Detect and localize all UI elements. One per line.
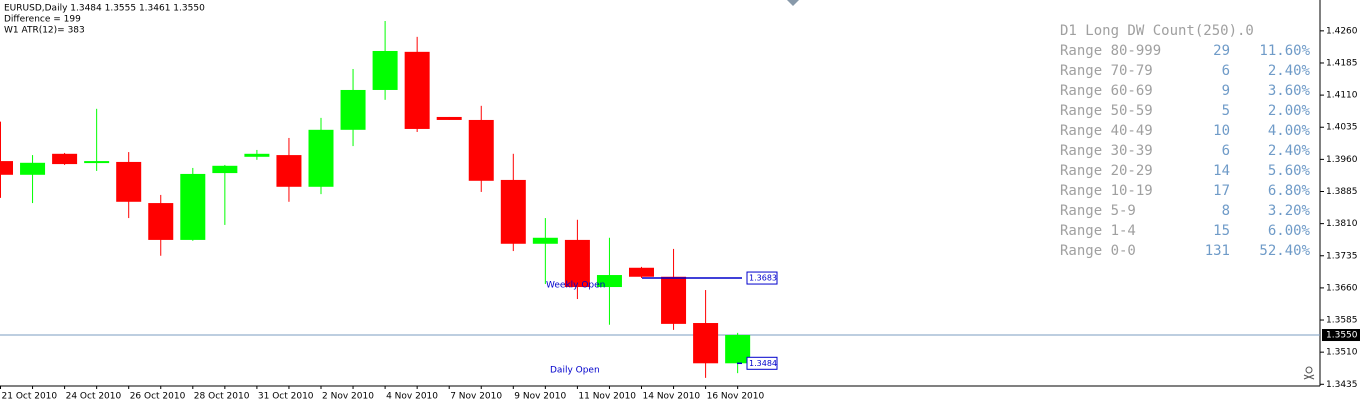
y-tick-label: 1.3885 — [1326, 187, 1358, 197]
range-percent: 3.20% — [1268, 203, 1311, 219]
range-label: Range 70-79 — [1060, 63, 1153, 79]
range-label: Range 10-19 — [1060, 183, 1153, 199]
candle-body — [693, 323, 719, 364]
level-price: 1.3484 — [749, 359, 777, 368]
candle-body — [20, 162, 46, 175]
range-percent: 6.80% — [1268, 183, 1311, 199]
candle-body — [84, 161, 110, 164]
level-box — [746, 271, 778, 285]
x-tick-label: 14 Nov 2010 — [643, 392, 701, 402]
range-percent: 11.60% — [1259, 43, 1310, 59]
candle-body — [180, 173, 206, 240]
level-name: Weekly Open — [546, 281, 605, 291]
level-price: 1.3683 — [749, 274, 777, 283]
x-tick-label: 26 Oct 2010 — [130, 392, 186, 402]
y-tick-label: 1.3960 — [1326, 155, 1358, 165]
range-label: Range 1-4 — [1060, 223, 1136, 239]
range-count: 10 — [1213, 123, 1230, 139]
candle-body — [308, 129, 334, 187]
y-tick-label: 1.3810 — [1326, 219, 1358, 229]
current-price-box — [1322, 329, 1360, 342]
range-count: 14 — [1213, 163, 1230, 179]
level-box — [746, 356, 778, 370]
range-count: 6 — [1222, 143, 1230, 159]
x-tick-label: 24 Oct 2010 — [66, 392, 122, 402]
range-label: Range 30-39 — [1060, 143, 1153, 159]
range-label: Range 0-0 — [1060, 243, 1136, 259]
range-label: Range 20-29 — [1060, 163, 1153, 179]
candle-body — [564, 239, 590, 288]
candle-body — [468, 119, 494, 181]
range-label: Range 60-69 — [1060, 83, 1153, 99]
header-line: EURUSD,Daily 1.3484 1.3555 1.3461 1.3550 — [4, 4, 205, 14]
range-percent: 52.40% — [1259, 243, 1310, 259]
candle-body — [500, 179, 526, 244]
level-name: Daily Open — [550, 366, 600, 376]
range-count: 131 — [1205, 243, 1230, 259]
shift-marker — [787, 0, 799, 6]
y-tick-label: 1.3435 — [1326, 380, 1358, 390]
candle-body — [244, 153, 270, 157]
candle-body — [148, 203, 174, 240]
x-tick-label: 7 Nov 2010 — [450, 392, 502, 402]
header-line: W1 ATR(12)= 383 — [4, 26, 85, 36]
candle-body — [372, 50, 398, 90]
candle-body — [52, 153, 78, 165]
x-tick-label: 21 Oct 2010 — [2, 392, 58, 402]
candle-body — [340, 89, 366, 130]
range-count: 8 — [1222, 203, 1230, 219]
x-tick-label: 4 Nov 2010 — [386, 392, 438, 402]
y-tick-label: 1.4185 — [1326, 58, 1358, 68]
x-tick-label: 11 Nov 2010 — [578, 392, 636, 402]
x-tick-label: 2 Nov 2010 — [322, 392, 374, 402]
candle-body — [596, 275, 622, 288]
candle-body — [661, 276, 687, 324]
y-tick-label: 1.3735 — [1326, 251, 1358, 261]
x-tick-label: 31 Oct 2010 — [258, 392, 314, 402]
x-tick-label: 16 Nov 2010 — [707, 392, 765, 402]
x-tick-label: 28 Oct 2010 — [194, 392, 250, 402]
candle-body — [276, 155, 302, 187]
range-count: 17 — [1213, 183, 1230, 199]
y-tick-label: 1.4260 — [1326, 26, 1358, 36]
candle-body — [629, 267, 654, 277]
candle-body — [212, 165, 238, 174]
current-price-label: 1.3550 — [1326, 331, 1358, 341]
range-label: Range 80-999 — [1060, 43, 1161, 59]
range-count: 9 — [1222, 83, 1230, 99]
range-label: Range 5-9 — [1060, 203, 1136, 219]
y-tick-label: 1.3585 — [1326, 316, 1358, 326]
range-count: 15 — [1213, 223, 1230, 239]
y-tick-label: 1.4035 — [1326, 123, 1358, 133]
header-line: Difference = 199 — [4, 15, 81, 25]
y-tick-label: 1.4110 — [1326, 91, 1358, 101]
range-percent: 2.40% — [1268, 143, 1311, 159]
candle-body — [116, 161, 142, 202]
skull-icon — [1303, 366, 1315, 380]
candle-body — [404, 51, 430, 129]
range-label: Range 50-59 — [1060, 103, 1153, 119]
range-percent: 3.60% — [1268, 83, 1311, 99]
range-label: Range 40-49 — [1060, 123, 1153, 139]
range-percent: 4.00% — [1268, 123, 1311, 139]
range-count: 6 — [1222, 63, 1230, 79]
candle-body — [725, 335, 751, 364]
y-tick-label: 1.3660 — [1326, 283, 1358, 293]
range-percent: 2.40% — [1268, 63, 1311, 79]
y-tick-label: 1.3510 — [1326, 348, 1358, 358]
range-percent: 5.60% — [1268, 163, 1311, 179]
range-percent: 6.00% — [1268, 223, 1311, 239]
stats-title: D1 Long DW Count(250).0 — [1060, 23, 1254, 39]
x-tick-label: 9 Nov 2010 — [514, 392, 566, 402]
candle-body — [532, 237, 558, 244]
range-count: 5 — [1222, 103, 1230, 119]
range-count: 29 — [1213, 43, 1230, 59]
candle-body — [0, 161, 13, 175]
candle-body — [436, 116, 462, 120]
range-percent: 2.00% — [1268, 103, 1311, 119]
